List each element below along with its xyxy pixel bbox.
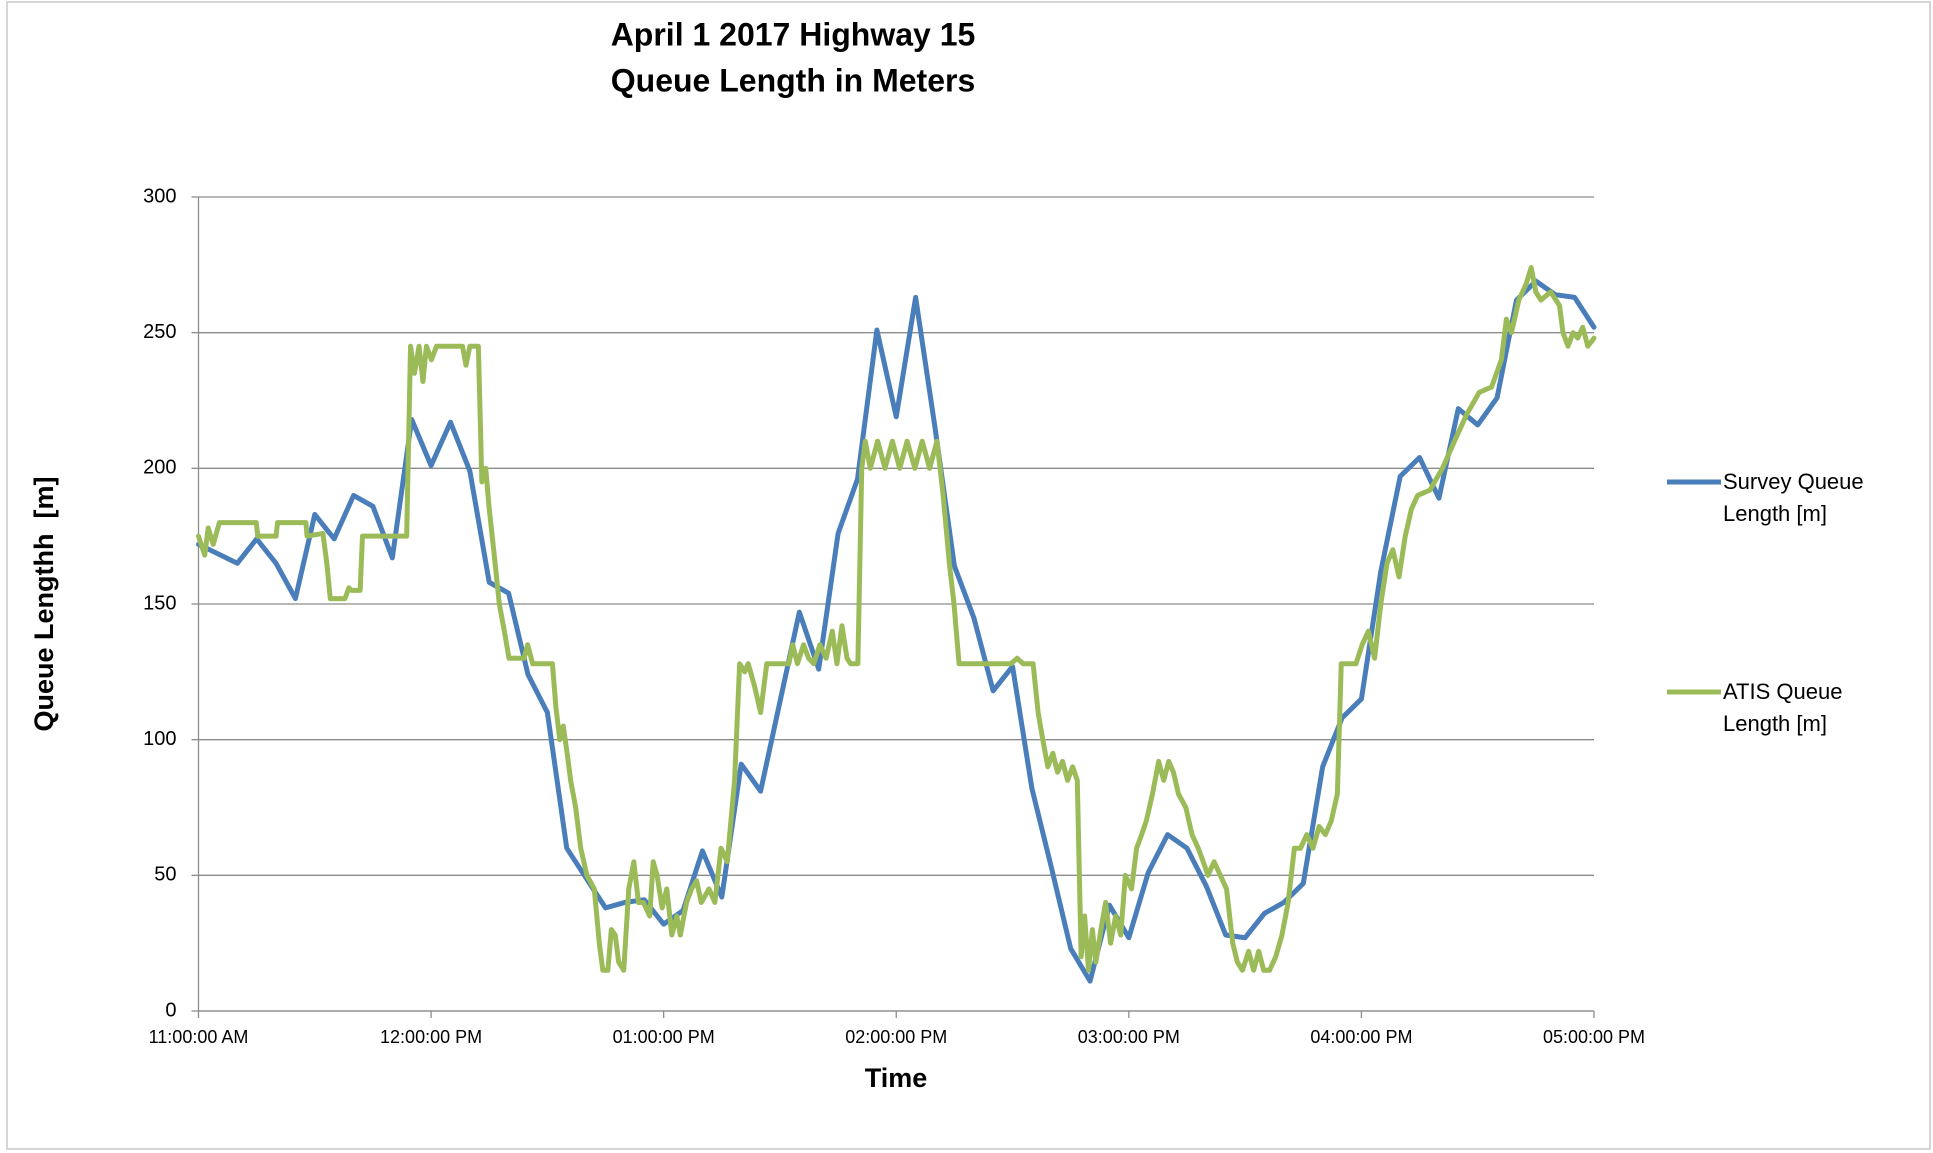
x-tick-label: 02:00:00 PM — [845, 1027, 947, 1047]
x-axis-title: Time — [865, 1063, 928, 1093]
series-line — [196, 265, 1597, 973]
y-tick-label: 150 — [143, 592, 176, 614]
chart-title: Queue Length in Meters — [611, 62, 975, 98]
chart-frame — [6, 1, 1931, 1150]
y-tick-label: 0 — [165, 999, 176, 1021]
y-tick-label: 100 — [143, 728, 176, 750]
legend-label: Survey Queue Length [m] — [1723, 469, 1864, 526]
legend-label: ATIS Queue Length [m] — [1723, 679, 1843, 736]
x-tick-label: 05:00:00 PM — [1543, 1027, 1645, 1047]
y-tick-label: 300 — [143, 185, 176, 207]
chart-title: April 1 2017 Highway 15 — [611, 16, 976, 52]
x-tick-label: 12:00:00 PM — [380, 1027, 482, 1047]
x-tick-label: 03:00:00 PM — [1078, 1027, 1180, 1047]
y-axis-title: Queue Lengthh [m] — [29, 477, 59, 732]
y-tick-label: 250 — [143, 321, 176, 343]
x-tick-label: 04:00:00 PM — [1310, 1027, 1412, 1047]
series-line — [196, 278, 1597, 984]
y-tick-label: 50 — [154, 864, 176, 886]
x-tick-label: 11:00:00 AM — [149, 1027, 249, 1047]
x-tick-label: 01:00:00 PM — [613, 1027, 715, 1047]
y-tick-label: 200 — [143, 457, 176, 479]
